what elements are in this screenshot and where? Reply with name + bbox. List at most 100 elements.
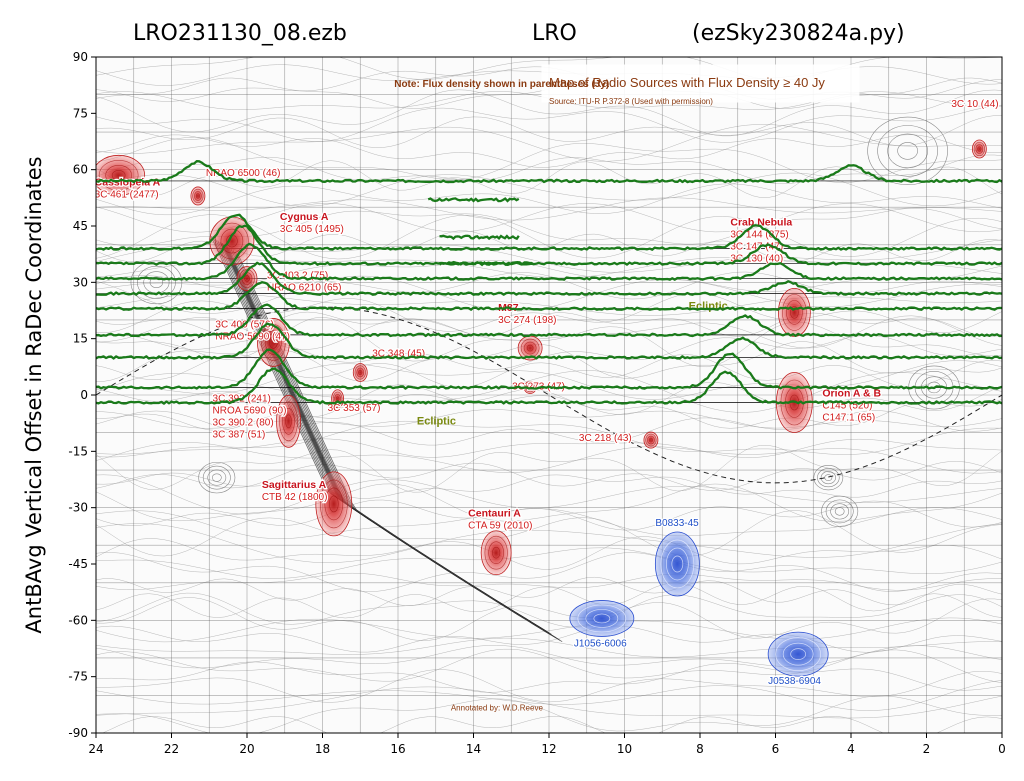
x-tick-label: 22 (164, 742, 179, 756)
contour-ring (824, 474, 833, 481)
drift-scan-trace (96, 367, 1002, 405)
radio-source-contour (645, 433, 657, 447)
source-name-label: Centauri A (468, 508, 521, 520)
source-flux-label: NROA 5690 (90) (213, 405, 287, 416)
drift-scan-trace (96, 213, 1002, 251)
x-tick-label: 10 (617, 742, 632, 756)
source-flux-label: 3C 218 (43) (579, 433, 632, 444)
y-axis-ticks: 90 75 60 45 30 15 0 -15 -30 -45 -60 -75 -90 (68, 50, 96, 740)
contour-ring (897, 142, 918, 160)
contour-ring (817, 468, 840, 488)
x-axis-ticks: 24 22 20 18 16 14 12 10 8 6 4 2 0 (88, 733, 1006, 756)
radio-source-contour (526, 344, 534, 352)
radio-source-contour (194, 191, 202, 201)
x-tick-label: 14 (466, 742, 481, 756)
y-tick-label: 90 (73, 50, 88, 64)
drift-scan-trace (96, 281, 1002, 311)
drift-scan-traces (96, 160, 1002, 405)
radio-source-contour (354, 365, 366, 380)
x-tick-label: 4 (847, 742, 855, 756)
contour-ring (877, 125, 938, 177)
radio-source-contour (358, 369, 363, 376)
x-tick-label: 8 (696, 742, 704, 756)
source-flux-label: 3C 10 (44) (951, 99, 998, 110)
background-radio-map: Map of Radio Sources with Flux Density ≥… (95, 57, 1002, 733)
radio-source-contour (192, 188, 204, 204)
y-tick-label: 0 (80, 388, 88, 402)
radio-source-contour (265, 330, 282, 355)
contour-ring (820, 471, 836, 485)
plot-area: Map of Radio Sources with Flux Density ≥… (95, 57, 1002, 733)
partial-scan-trace (439, 234, 520, 241)
contour-ring (867, 116, 948, 186)
radio-source-contour (585, 609, 619, 628)
radio-source-contour (782, 642, 814, 666)
map-credit: Annotated by: W.D.Reeve (451, 703, 544, 712)
contour-ring (813, 465, 844, 491)
radio-source-contour (975, 144, 984, 154)
x-tick-label: 24 (88, 742, 103, 756)
radio-source-contour (775, 637, 822, 671)
ecliptic-label: Ecliptic (689, 300, 728, 312)
radio-source-contour (269, 336, 278, 349)
contour-ring (825, 499, 854, 524)
radio-source-blue (569, 600, 635, 637)
source-name-label: Sagittarius A (262, 479, 327, 491)
source-flux-label: 3C 461 (2477) (95, 189, 159, 200)
radio-source-red (480, 530, 512, 576)
contour-ring (198, 461, 236, 494)
y-tick-label: -45 (68, 557, 88, 571)
y-tick-label: 60 (73, 163, 88, 177)
radio-source-red (96, 154, 146, 196)
source-name-label: Orion A & B (822, 388, 881, 400)
y-tick-label: -90 (68, 726, 88, 740)
source-flux-label: 3C 147 (47) (730, 241, 783, 252)
x-tick-label: 12 (541, 742, 556, 756)
source-flux-label: 3C 403.2 (75) (267, 271, 328, 282)
y-tick-label: 45 (73, 219, 88, 233)
radio-source-red (236, 266, 258, 291)
radio-source-contour (105, 165, 132, 186)
source-name-label: Cygnus A (280, 211, 329, 223)
contour-ring (830, 503, 850, 520)
radio-source-contour (523, 341, 537, 355)
radio-source-contour (282, 407, 295, 435)
drift-scan-trace (96, 224, 1002, 266)
radio-source-contour (977, 146, 982, 152)
source-flux-label: 3C 353 (57) (328, 403, 381, 414)
source-flux-label: 3C 405 (1495) (280, 224, 344, 235)
source-flux-label: C147.1 (65) (822, 413, 875, 424)
y-tick-label: -30 (68, 501, 88, 515)
y-tick-label: -75 (68, 670, 88, 684)
radio-source-contour (329, 495, 339, 513)
radio-source-contour (215, 222, 249, 260)
map-header-box (541, 64, 860, 103)
x-tick-label: 20 (239, 742, 254, 756)
radio-source-contour (660, 539, 695, 589)
drift-scan-trace (96, 160, 1002, 184)
radio-source-contour (577, 604, 627, 633)
radio-source-contour (334, 393, 341, 404)
source-flux-label: 3C 274 (198) (498, 315, 556, 326)
x-tick-label: 18 (315, 742, 330, 756)
map-annotations: Map of Radio Sources with Flux Density ≥… (95, 64, 1000, 712)
y-tick-label: 30 (73, 275, 88, 289)
contour-ring (821, 495, 859, 528)
radio-source-red (971, 139, 987, 159)
radio-source-contour (195, 193, 200, 199)
x-tick-label: 16 (390, 742, 405, 756)
drift-scan-trace (96, 303, 1002, 338)
partial-scan-trace (427, 197, 520, 203)
x-tick-label: 6 (772, 742, 780, 756)
radio-source-contour (973, 141, 985, 157)
radio-source-blue (654, 531, 700, 597)
radio-source-red (315, 471, 353, 537)
radio-source-red (643, 431, 659, 449)
radio-source-contour (285, 414, 292, 429)
radio-source-contour (98, 160, 139, 191)
radio-source-contour (220, 228, 244, 254)
radio-source-contour (790, 306, 799, 319)
radio-source-red (777, 287, 811, 337)
radio-source-contour (244, 275, 250, 282)
